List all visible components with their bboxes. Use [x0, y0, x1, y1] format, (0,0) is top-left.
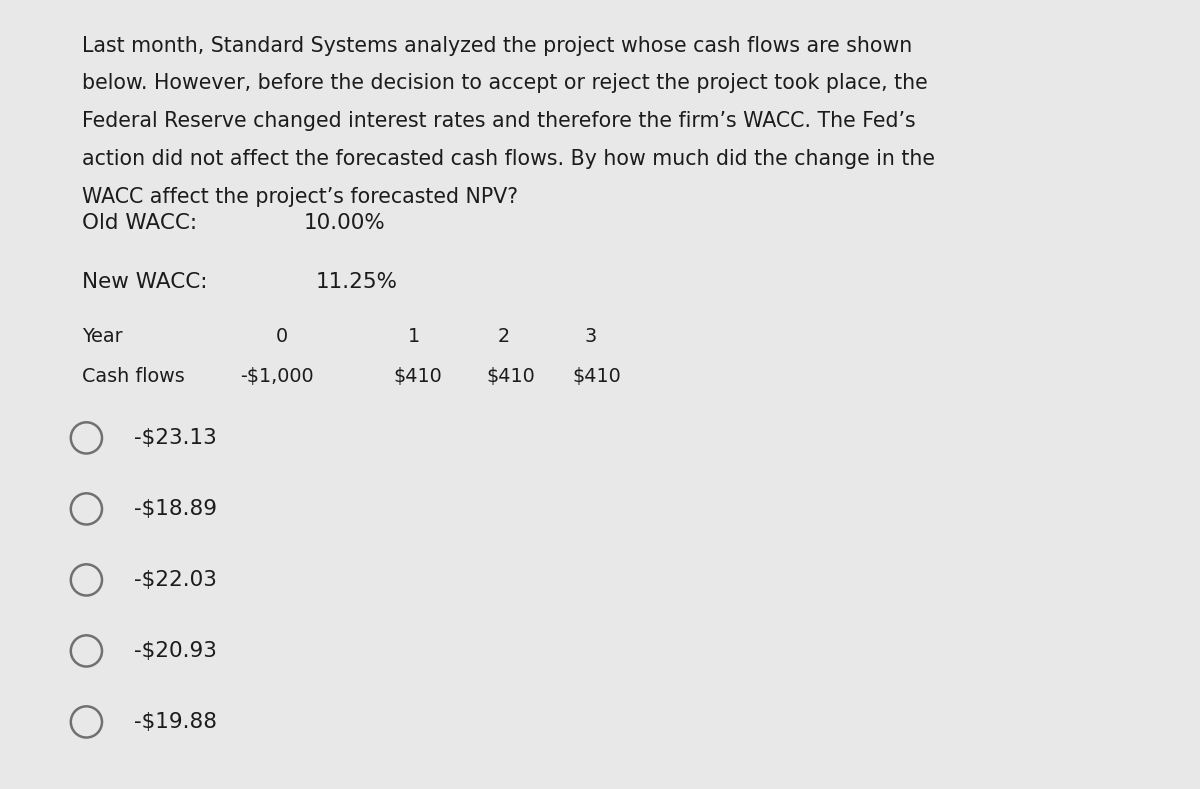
Text: New WACC:: New WACC:: [82, 272, 208, 292]
Text: 10.00%: 10.00%: [304, 213, 385, 233]
Text: action did not affect the forecasted cash flows. By how much did the change in t: action did not affect the forecasted cas…: [82, 149, 935, 169]
Text: Cash flows: Cash flows: [82, 367, 185, 386]
Text: Last month, Standard Systems analyzed the project whose cash flows are shown: Last month, Standard Systems analyzed th…: [82, 36, 912, 55]
Text: 3: 3: [584, 327, 596, 346]
Text: 11.25%: 11.25%: [316, 272, 397, 292]
Text: $410: $410: [572, 367, 622, 386]
Text: -$20.93: -$20.93: [134, 641, 217, 661]
Text: Old WACC:: Old WACC:: [82, 213, 197, 233]
Text: -$18.89: -$18.89: [134, 499, 217, 519]
Text: -$22.03: -$22.03: [134, 570, 217, 590]
Text: Year: Year: [82, 327, 122, 346]
Text: 1: 1: [408, 327, 420, 346]
Text: -$23.13: -$23.13: [134, 428, 217, 448]
Text: -$19.88: -$19.88: [134, 712, 217, 732]
Text: Federal Reserve changed interest rates and therefore the firm’s WACC. The Fed’s: Federal Reserve changed interest rates a…: [82, 111, 916, 131]
Text: 0: 0: [276, 327, 288, 346]
Text: WACC affect the project’s forecasted NPV?: WACC affect the project’s forecasted NPV…: [82, 187, 517, 207]
Text: 2: 2: [498, 327, 510, 346]
Text: -$1,000: -$1,000: [240, 367, 313, 386]
Text: $410: $410: [394, 367, 443, 386]
Text: $410: $410: [486, 367, 535, 386]
Text: below. However, before the decision to accept or reject the project took place, : below. However, before the decision to a…: [82, 73, 928, 93]
